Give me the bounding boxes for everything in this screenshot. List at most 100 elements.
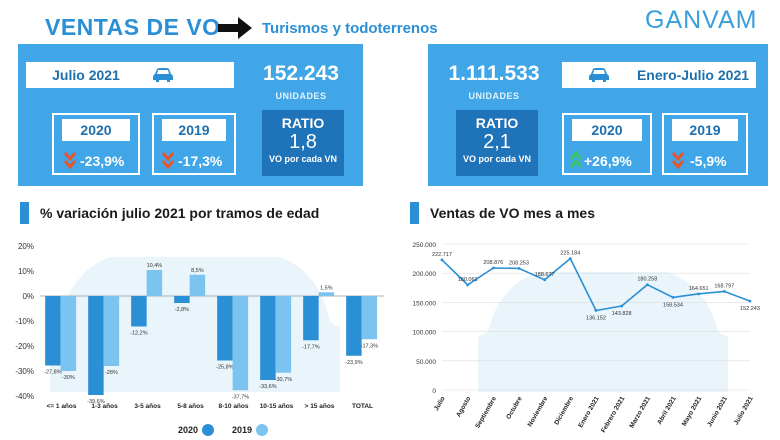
- change-value: +26,9%: [584, 153, 632, 169]
- bar-data-label: -33,6%: [259, 384, 277, 390]
- bar-2019: [189, 274, 206, 296]
- left-units: 152.243: [263, 62, 339, 85]
- bar-2019: [275, 296, 292, 373]
- bar-2020: [174, 296, 190, 303]
- bar-2019: [232, 296, 249, 391]
- bar-data-label: -17,3%: [361, 343, 379, 349]
- legend-2020: 2020: [178, 424, 215, 436]
- left-ratio-card: RATIO 1,8 VO por cada VN: [262, 110, 344, 176]
- bar-data-label: -2,8%: [175, 307, 189, 313]
- y-tick-label: 250.000: [413, 242, 437, 249]
- legend-swatch: [256, 424, 269, 436]
- double-chevron-up-icon: [570, 151, 582, 168]
- ratio-value: 2,1: [483, 131, 511, 153]
- right-units-label: UNIDADES: [468, 91, 520, 101]
- bar-data-label: 8,5%: [191, 268, 204, 274]
- bar-data-label: -30,7%: [275, 377, 293, 383]
- section-marker: [410, 202, 419, 224]
- bar-chart-title: % variación julio 2021 por tramos de eda…: [40, 205, 320, 221]
- x-tick-label: Julio: [433, 395, 447, 412]
- car-icon: [589, 68, 609, 82]
- bar-data-label: -17,7%: [302, 344, 320, 350]
- left-2020-card: 2020 -23,9%: [52, 113, 140, 175]
- change-value: -17,3%: [178, 153, 223, 169]
- left-car-badge: [146, 62, 234, 88]
- data-point: [568, 257, 572, 260]
- point-data-label: 164.651: [689, 286, 709, 292]
- x-tick-label: Marzo 2021: [628, 395, 652, 429]
- data-point: [645, 283, 649, 287]
- bar-data-label: -37,7%: [232, 394, 250, 400]
- data-point: [594, 309, 598, 312]
- watermark-car: [478, 272, 728, 392]
- ratio-value: 1,8: [289, 131, 317, 153]
- right-units: 1.111.533: [448, 62, 540, 85]
- bar-2020: [88, 296, 104, 395]
- bar-data-label: -27,8%: [44, 370, 62, 376]
- page-title: VENTAS DE VO: [45, 14, 221, 40]
- x-tick-label: 8-10 años: [219, 403, 249, 410]
- y-tick-label: -20%: [15, 342, 34, 351]
- double-chevron-down-icon: [64, 152, 76, 170]
- point-data-label: 208.876: [483, 260, 503, 266]
- bar-2020: [260, 296, 276, 380]
- legend-swatch: [202, 424, 215, 436]
- x-tick-label: 1-3 años: [91, 403, 118, 410]
- bar-2020: [131, 296, 147, 327]
- x-tick-label: Agosto: [455, 395, 472, 418]
- x-tick-label: 5-8 años: [177, 403, 204, 410]
- line-chart-title: Ventas de VO mes a mes: [430, 205, 595, 221]
- bar-data-label: -28%: [105, 370, 118, 376]
- point-data-label: 143.828: [612, 311, 632, 317]
- x-tick-label: Septiembre: [474, 395, 498, 429]
- data-point: [697, 292, 701, 296]
- bar-2020: [346, 296, 362, 356]
- ratio-subtitle: VO por cada VN: [268, 154, 338, 164]
- point-data-label: 168.797: [714, 283, 734, 289]
- x-tick-label: Mayo 2021: [681, 395, 704, 427]
- x-tick-label: Octubre: [505, 395, 524, 420]
- data-point: [543, 278, 547, 282]
- change-value: -23,9%: [80, 153, 125, 169]
- bar-2019: [318, 292, 335, 296]
- x-tick-label: > 15 años: [305, 403, 335, 410]
- bar-2020: [217, 296, 233, 361]
- point-data-label: 225.184: [560, 250, 580, 256]
- right-period-label: Enero-Julio 2021: [630, 62, 756, 88]
- legend-label: 2019: [232, 425, 253, 435]
- x-tick-label: <= 1 años: [47, 403, 77, 410]
- data-point: [722, 290, 726, 293]
- bar-chart: 20%10%0%-10%-20%-30%-40% -27,8%-30%<= 1 …: [15, 242, 384, 410]
- left-period-label: Julio 2021: [26, 62, 146, 88]
- right-car-badge: [562, 62, 630, 88]
- data-point: [620, 304, 624, 308]
- x-tick-label: 10-15 años: [260, 403, 294, 410]
- y-tick-label: 0%: [22, 292, 34, 301]
- year-label: 2020: [572, 119, 642, 141]
- bar-data-label: 1,5%: [320, 285, 333, 291]
- year-label: 2020: [62, 119, 130, 141]
- bar-2019: [60, 296, 77, 371]
- y-tick-label: 50.000: [416, 359, 436, 366]
- data-point: [491, 266, 495, 270]
- ganvam-logo: GANVAM: [645, 6, 758, 34]
- point-data-label: 208.253: [509, 260, 529, 266]
- bar-2020: [303, 296, 319, 341]
- right-2019-card: 2019 -5,9%: [662, 113, 748, 175]
- ratio-subtitle: VO por cada VN: [462, 154, 532, 164]
- bar-data-label: -23,9%: [345, 360, 363, 366]
- x-tick-label: Febrero 2021: [600, 395, 626, 434]
- y-tick-label: -30%: [15, 367, 34, 376]
- x-tick-label: Abril 2021: [656, 395, 678, 426]
- y-tick-label: 150.000: [413, 300, 437, 307]
- data-point: [440, 258, 444, 262]
- bar-2019: [361, 296, 378, 340]
- point-data-label: 152.243: [740, 306, 760, 312]
- data-point: [466, 283, 470, 287]
- bar-2019: [103, 296, 120, 366]
- bar-2019: [146, 270, 163, 296]
- y-tick-label: 10%: [18, 267, 34, 276]
- y-tick-label: 100.000: [413, 330, 437, 337]
- bar-2020: [45, 296, 61, 366]
- year-label: 2019: [672, 119, 738, 141]
